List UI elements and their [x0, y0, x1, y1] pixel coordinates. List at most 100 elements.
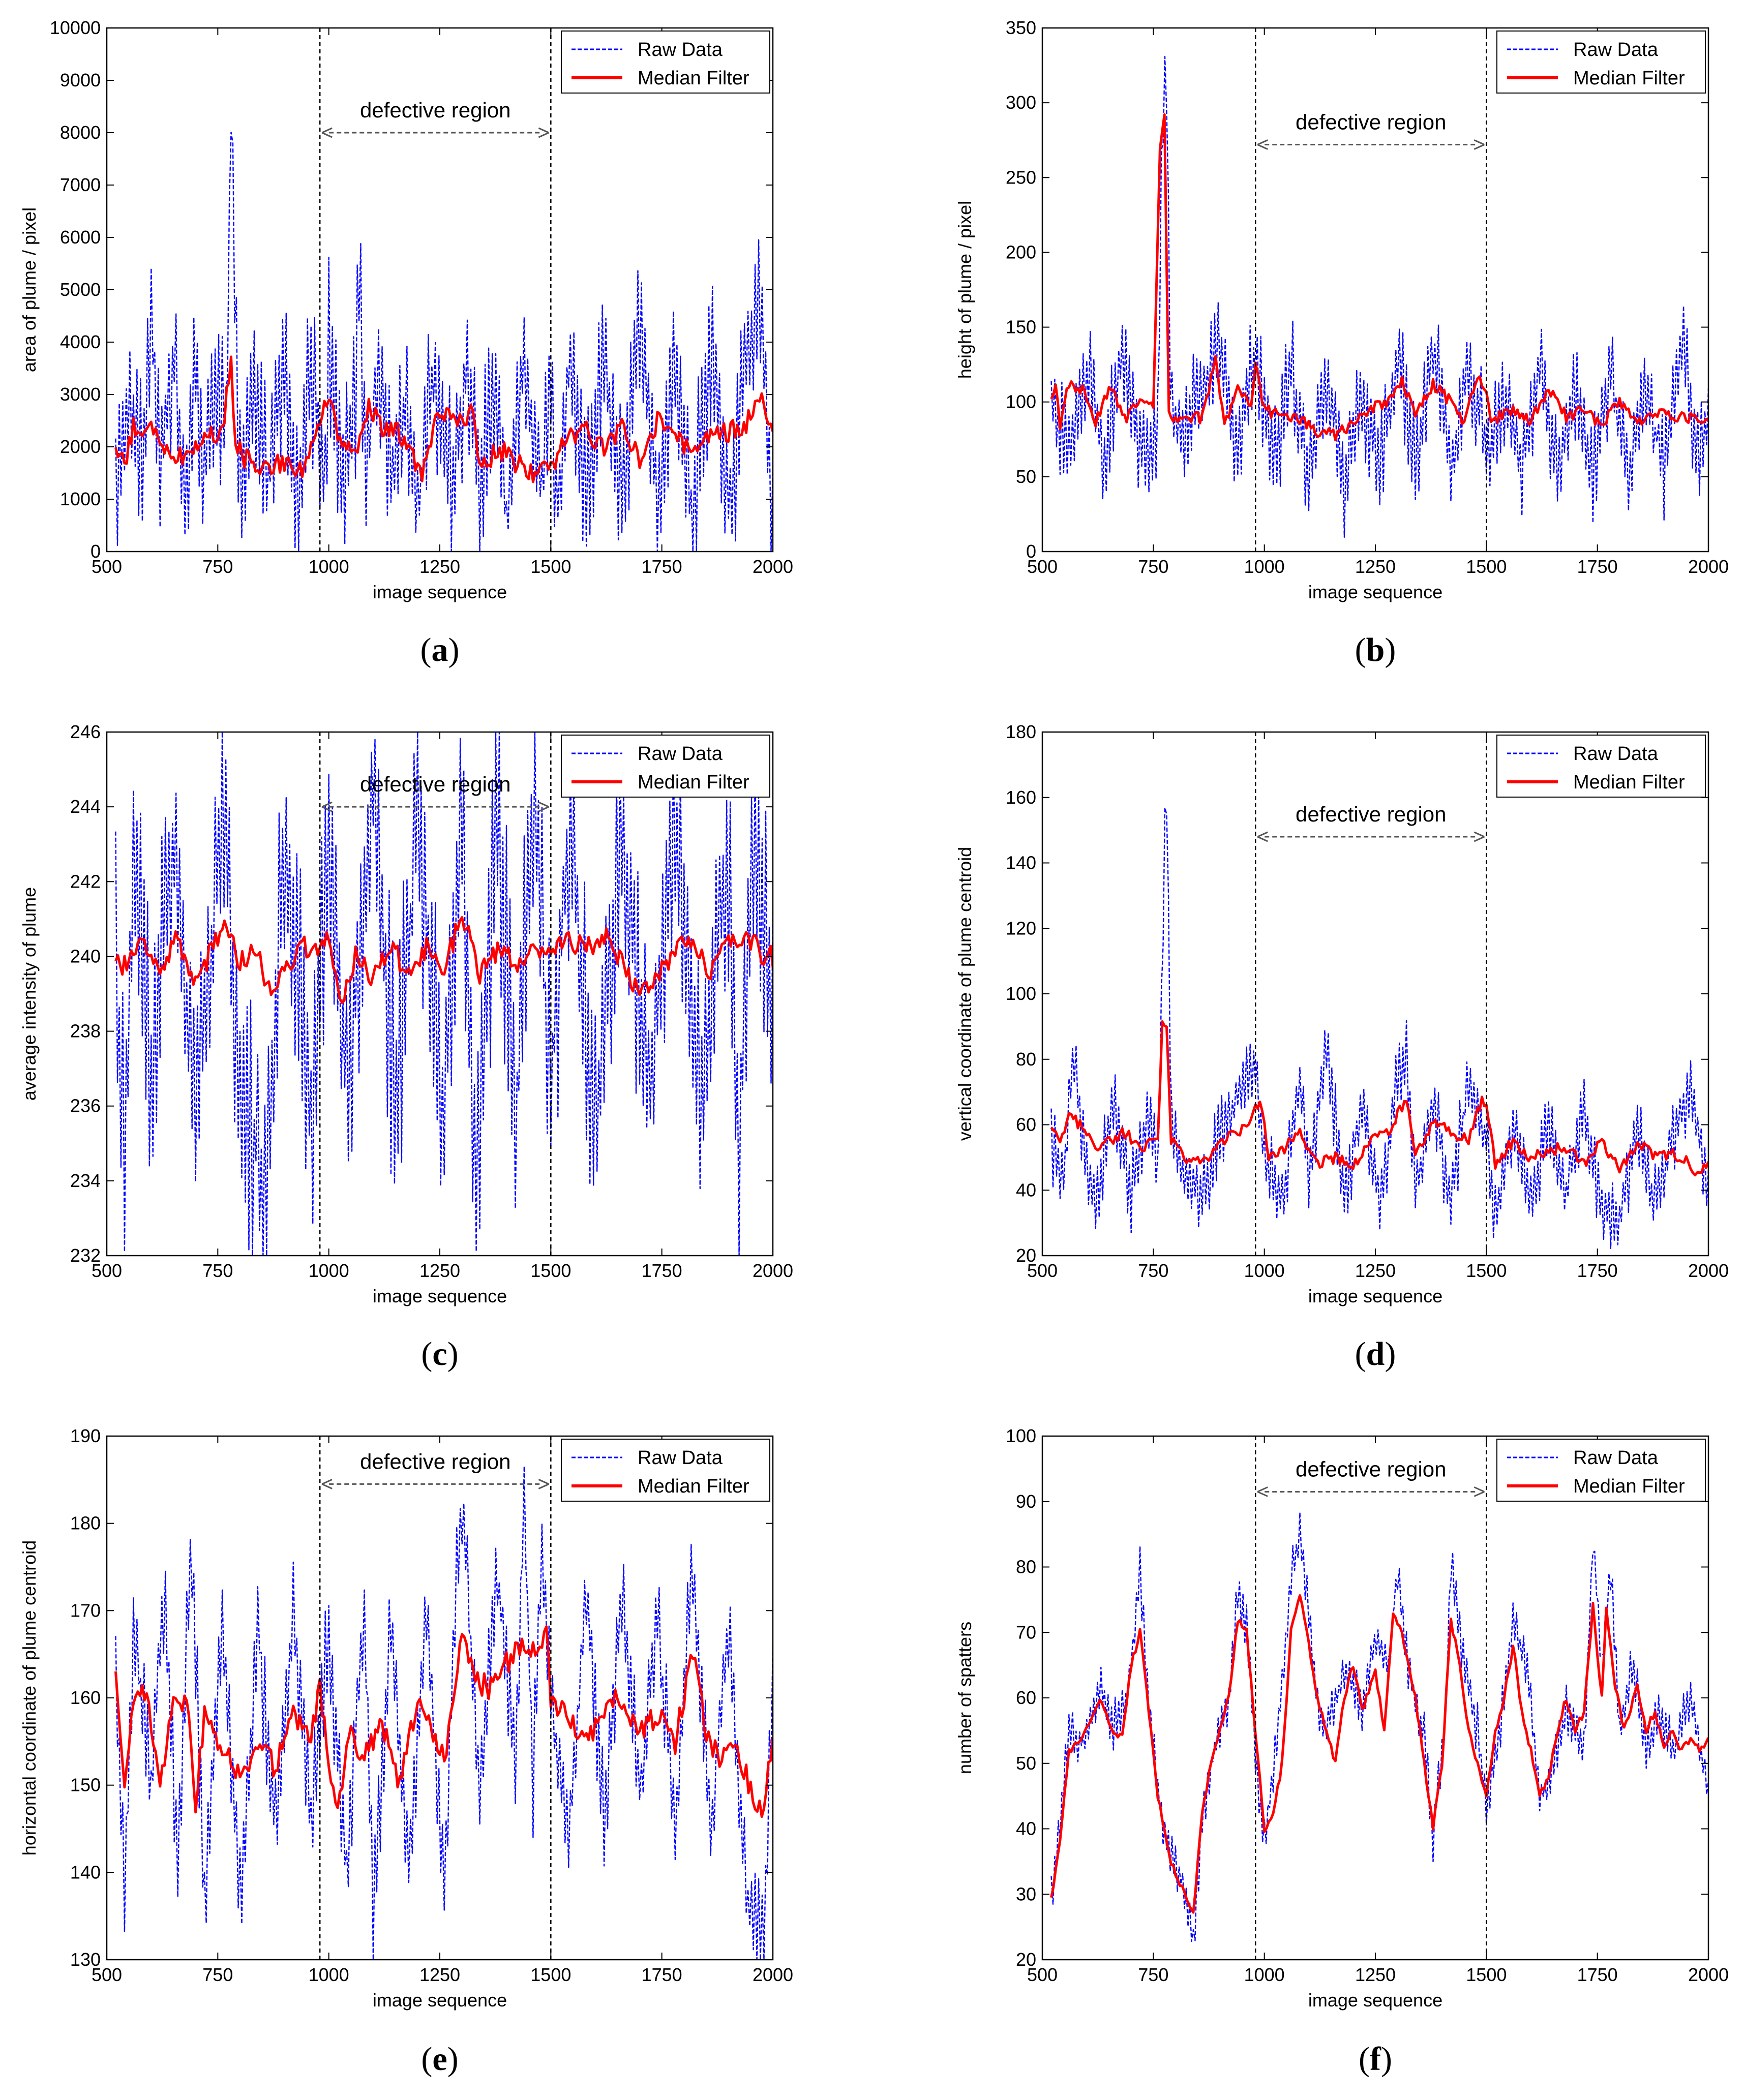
y-tick-label: 180: [1006, 721, 1036, 742]
legend-median-label: Median Filter: [638, 68, 749, 89]
legend-box: [561, 31, 770, 94]
y-tick-label: 4000: [60, 331, 101, 352]
arrow-head-left-icon: [321, 127, 333, 138]
x-tick-label: 1500: [1466, 1964, 1507, 1985]
x-tick-label: 1250: [419, 556, 460, 577]
defective-region-label: defective region: [1296, 802, 1447, 826]
y-axis-label: horizontal coordinate of plume centroid: [19, 1540, 40, 1855]
y-tick-label: 130: [70, 1949, 101, 1970]
x-tick-label: 2000: [753, 1260, 793, 1281]
legend-box: [1496, 1439, 1706, 1502]
defective-region-label: defective region: [1296, 1457, 1447, 1481]
median-filter-line: [1050, 1594, 1708, 1914]
y-tick-label: 100: [1006, 983, 1036, 1004]
chart-panel-d: defective region 500 750 1000 1250 1500 1750 20…: [954, 721, 1729, 1373]
x-tick-label: 1750: [642, 1964, 682, 1985]
y-tick-label: 350: [1006, 17, 1036, 38]
x-tick-label: 2000: [753, 556, 793, 577]
x-tick-label: 750: [1138, 1260, 1168, 1281]
defective-region-label: defective region: [360, 1449, 511, 1473]
y-tick-label: 240: [70, 946, 101, 966]
legend-box: [561, 1439, 770, 1502]
arrow-head-right-icon: [1474, 1486, 1485, 1497]
y-tick-label: 246: [70, 721, 101, 742]
y-tick-label: 30: [1016, 1883, 1036, 1904]
y-tick-label: 160: [70, 1687, 101, 1708]
median-filter-line: [114, 1625, 773, 1818]
y-tick-label: 170: [70, 1600, 101, 1621]
caption-close: ): [1385, 631, 1396, 668]
y-tick-label: 70: [1016, 1622, 1036, 1642]
caption-close: ): [447, 1335, 459, 1373]
caption-close: ): [1381, 2041, 1392, 2078]
defective-region-label: defective region: [360, 98, 511, 122]
x-tick-label: 500: [92, 1964, 122, 1985]
x-tick-label: 750: [1138, 1964, 1168, 1985]
caption-letter: a: [432, 631, 448, 668]
y-tick-label: 9000: [60, 70, 101, 90]
y-tick-label: 80: [1016, 1049, 1036, 1070]
y-tick-label: 50: [1016, 1753, 1036, 1774]
plot-area: [107, 1436, 773, 1960]
x-tick-label: 1250: [1355, 556, 1396, 577]
legend-box: [1496, 31, 1706, 94]
caption-letter: c: [432, 1335, 447, 1373]
x-tick-label: 750: [202, 556, 233, 577]
y-tick-label: 6000: [60, 227, 101, 248]
y-tick-label: 0: [1026, 541, 1036, 562]
y-tick-label: 180: [70, 1513, 101, 1534]
y-axis-label: number of spatters: [954, 1622, 975, 1774]
legend-median-label: Median Filter: [1573, 772, 1685, 793]
median-filter-line: [114, 355, 773, 483]
caption-letter: e: [432, 2041, 447, 2078]
legend-box: [561, 735, 770, 798]
y-tick-label: 20: [1016, 1949, 1036, 1970]
y-tick-label: 160: [1006, 787, 1036, 808]
legend-raw-label: Raw Data: [638, 39, 723, 60]
y-tick-label: 50: [1016, 466, 1036, 487]
y-tick-label: 140: [70, 1862, 101, 1882]
panel-caption: (a): [420, 631, 460, 668]
caption-letter: f: [1370, 2041, 1381, 2078]
plot-series-group: [1050, 1512, 1708, 1942]
arrow-head-left-icon: [1257, 831, 1268, 842]
plot-series-group: [1050, 55, 1708, 538]
x-axis-label: image sequence: [373, 582, 507, 602]
y-tick-label: 5000: [60, 279, 101, 300]
caption-close: ): [448, 631, 460, 668]
y-tick-label: 60: [1016, 1687, 1036, 1708]
x-tick-label: 1250: [419, 1260, 460, 1281]
y-tick-label: 40: [1016, 1179, 1036, 1200]
y-axis-label: average intensity of plume: [19, 887, 40, 1101]
chart-panel-a: defective region 500 750 1000 1250 1500 1750 20…: [19, 17, 793, 668]
y-tick-label: 150: [70, 1775, 101, 1795]
arrow-head-left-icon: [1257, 139, 1268, 150]
y-tick-label: 234: [70, 1170, 101, 1191]
x-tick-label: 500: [92, 1260, 122, 1281]
x-tick-label: 1000: [309, 1260, 349, 1281]
y-tick-label: 100: [1006, 391, 1036, 412]
defective-region-label: defective region: [1296, 110, 1447, 134]
y-tick-label: 100: [1006, 1425, 1036, 1446]
x-tick-label: 1000: [309, 1964, 349, 1985]
x-tick-label: 1500: [530, 1964, 571, 1985]
y-tick-label: 250: [1006, 167, 1036, 188]
x-tick-label: 1500: [530, 1260, 571, 1281]
legend-raw-label: Raw Data: [1573, 39, 1659, 60]
arrow-head-left-icon: [1257, 1486, 1268, 1497]
x-tick-label: 2000: [1688, 556, 1729, 577]
x-tick-label: 2000: [753, 1964, 793, 1985]
caption-open: (: [1355, 1335, 1366, 1373]
caption-letter: d: [1366, 1335, 1385, 1373]
x-tick-label: 500: [92, 556, 122, 577]
y-axis-label: height of plume / pixel: [954, 201, 975, 379]
y-axis-label: vertical coordinate of plume centroid: [954, 847, 975, 1141]
y-axis-label: area of plume / pixel: [19, 207, 40, 372]
x-axis-label: image sequence: [373, 1990, 507, 2011]
y-tick-label: 300: [1006, 92, 1036, 113]
caption-letter: b: [1366, 631, 1385, 668]
legend-median-label: Median Filter: [1573, 1476, 1685, 1497]
arrow-head-right-icon: [538, 801, 549, 812]
panel-caption: (f): [1359, 2041, 1392, 2078]
